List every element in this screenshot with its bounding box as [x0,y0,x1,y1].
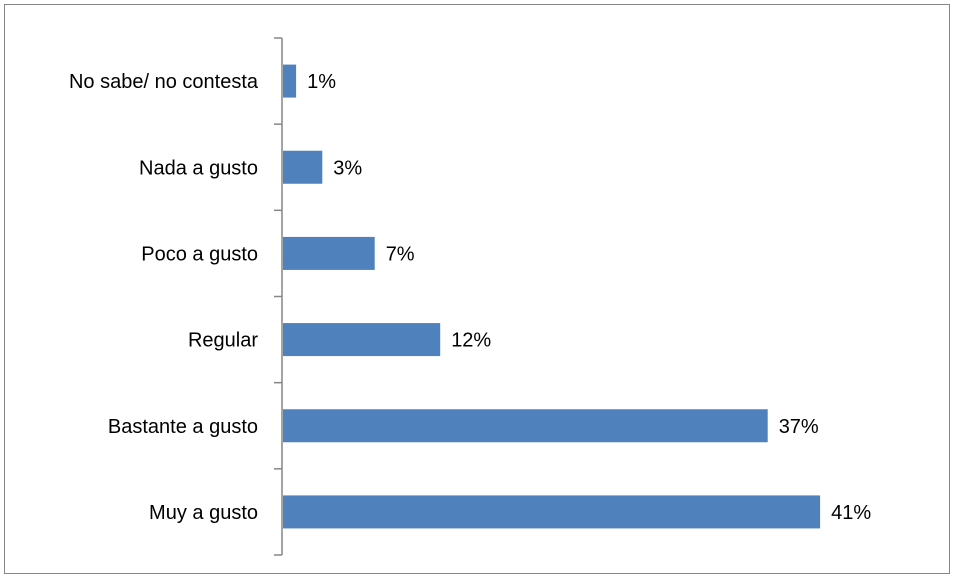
category-label: Bastante a gusto [108,416,258,438]
bar [283,495,821,529]
bar [283,236,375,270]
category-label: Nada a gusto [139,157,258,179]
value-label: 3% [333,157,362,179]
bar [283,409,768,443]
category-label: Poco a gusto [141,243,258,265]
category-label: No sabe/ no contesta [69,71,259,93]
value-label: 1% [307,71,336,93]
axis-layer [274,37,283,556]
value-label: 37% [779,416,819,438]
category-label: Regular [188,330,258,352]
bars-layer [283,64,821,529]
value-label: 12% [451,330,491,352]
chart-frame [4,4,950,574]
bar [283,323,441,357]
bar [283,64,297,98]
value-label: 41% [831,502,871,524]
labels-layer: No sabe/ no contesta 1% Nada a gusto 3% Poco… [69,71,871,524]
bar [283,150,323,184]
category-label: Muy a gusto [149,502,258,524]
value-label: 7% [386,243,415,265]
